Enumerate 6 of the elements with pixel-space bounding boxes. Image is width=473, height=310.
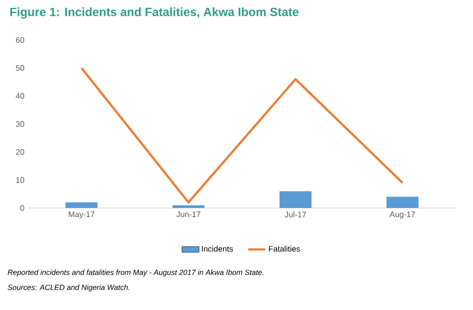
chart-title: Figure 1: Incidents and Fatalities, Akwa Ibom State xyxy=(10,7,299,19)
bar xyxy=(280,191,312,208)
line-series xyxy=(80,66,404,204)
bar xyxy=(386,196,419,208)
bar xyxy=(172,205,205,208)
bar xyxy=(66,202,98,208)
